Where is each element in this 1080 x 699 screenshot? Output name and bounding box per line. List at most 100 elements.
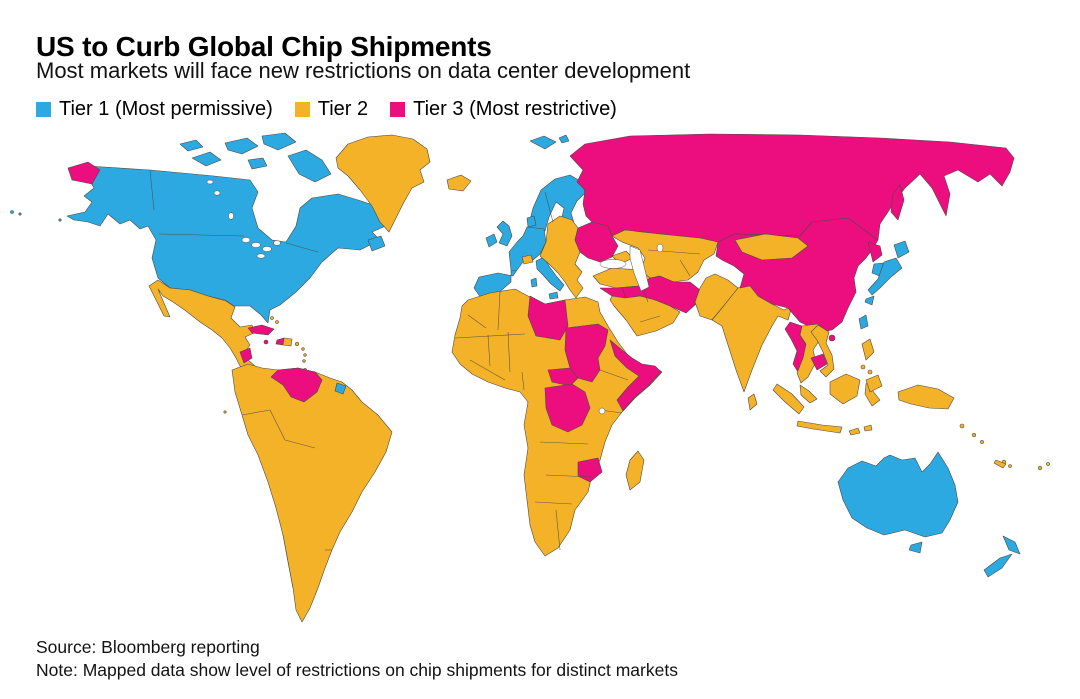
- region-timor: [863, 424, 873, 432]
- great-slave-lake: [213, 190, 221, 196]
- region-sakhalin: [890, 184, 905, 221]
- region-new-zealand: [983, 553, 1013, 578]
- region-zimbabwe: [577, 457, 603, 483]
- region-uk: [496, 220, 513, 247]
- tier1-swatch: [36, 102, 51, 117]
- region-denmark: [526, 215, 537, 228]
- region-canadian-arctic: [261, 132, 297, 151]
- region-corsica-sardinia: [530, 277, 538, 288]
- region-dr-congo: [544, 383, 591, 433]
- region-lesser-antilles: [301, 347, 305, 351]
- region-libya: [527, 295, 569, 341]
- world-map: [0, 130, 1080, 630]
- region-timor: [848, 427, 861, 436]
- region-aleutians: [18, 212, 22, 216]
- region-pacific-islands: [1037, 465, 1043, 471]
- region-pacific-islands: [980, 440, 984, 444]
- region-jamaica: [263, 339, 269, 345]
- legend-label-tier2: Tier 2: [317, 98, 369, 120]
- region-canadian-arctic: [247, 157, 268, 170]
- source-line: Source: Bloomberg reporting: [36, 637, 260, 657]
- aral-sea: [656, 243, 664, 253]
- lake-victoria: [598, 407, 606, 415]
- great-lakes: [251, 242, 261, 248]
- region-pacific-islands: [971, 432, 977, 438]
- region-malaysia: [799, 384, 818, 404]
- great-lakes: [241, 237, 251, 243]
- region-galapagos: [223, 410, 227, 414]
- region-lesser-antilles: [302, 359, 306, 363]
- region-dominican-republic: [282, 337, 293, 347]
- legend: Tier 1 (Most permissive) Tier 2 Tier 3 (…: [36, 98, 639, 121]
- region-hainan: [828, 334, 836, 342]
- region-philippines: [867, 369, 873, 375]
- water-bodies: [206, 179, 664, 415]
- region-borneo: [829, 373, 861, 405]
- region-sri-lanka: [747, 393, 758, 411]
- legend-label-tier1: Tier 1 (Most permissive): [59, 98, 273, 120]
- region-horn-of-africa: [609, 339, 662, 412]
- region-puerto-rico: [294, 341, 300, 347]
- region-mongolia: [734, 233, 809, 261]
- region-svalbard: [529, 135, 557, 150]
- region-eastern-europe: [539, 215, 584, 299]
- region-pacific-islands: [993, 459, 1007, 469]
- great-lakes: [262, 246, 272, 252]
- region-bahamas: [270, 316, 274, 320]
- region-north-korea: [867, 241, 883, 263]
- region-cambodia: [810, 353, 828, 371]
- legend-label-tier3: Tier 3 (Most restrictive): [413, 98, 617, 120]
- region-pacific-islands: [1008, 464, 1012, 468]
- region-philippines: [860, 364, 866, 370]
- region-greenland: [335, 134, 431, 233]
- region-newfoundland: [367, 235, 386, 252]
- legend-item-tier2: Tier 2: [294, 98, 369, 121]
- region-central-asia: [611, 229, 719, 283]
- region-sumatra: [772, 383, 805, 415]
- great-lakes: [273, 240, 281, 246]
- legend-item-tier3: Tier 3 (Most restrictive): [390, 98, 617, 121]
- tier3-swatch: [390, 102, 406, 117]
- region-vietnam: [810, 324, 835, 378]
- region-switzerland: [521, 254, 534, 265]
- world-map-svg: [10, 132, 1050, 623]
- region-aleutians: [10, 210, 14, 214]
- region-philippines: [865, 374, 883, 393]
- tier2-swatch: [294, 102, 310, 117]
- region-canadian-arctic: [179, 139, 204, 152]
- region-iceland: [446, 174, 472, 192]
- page-subtitle: Most markets will face new restrictions …: [36, 58, 691, 83]
- region-chukotka: [67, 161, 101, 185]
- footer: Source: Bloomberg reporting Note: Mapped…: [36, 636, 678, 682]
- region-japan: [864, 295, 875, 306]
- region-venezuela: [270, 367, 323, 403]
- region-australia: [837, 451, 959, 538]
- region-madagascar: [625, 450, 645, 491]
- caspian-sea: [629, 245, 650, 292]
- region-canadian-arctic: [191, 151, 222, 167]
- note-line: Note: Mapped data show level of restrict…: [36, 660, 678, 680]
- legend-item-tier1: Tier 1 (Most permissive): [36, 98, 273, 121]
- great-lakes: [256, 253, 266, 259]
- region-bahamas: [275, 320, 279, 324]
- region-java: [796, 420, 843, 434]
- region-philippines: [861, 338, 875, 361]
- region-pacific-islands: [959, 423, 965, 429]
- region-russia: [569, 133, 1015, 243]
- region-japan: [893, 240, 910, 259]
- region-canadian-arctic: [287, 149, 332, 183]
- region-svalbard: [558, 134, 570, 144]
- region-cuba: [247, 324, 275, 336]
- region-new-zealand: [1002, 535, 1021, 555]
- region-italy: [548, 291, 559, 300]
- page-title: US to Curb Global Chip Shipments: [36, 30, 492, 62]
- region-south-america: [231, 363, 393, 623]
- region-aleutians: [58, 218, 62, 222]
- black-sea: [599, 259, 627, 269]
- great-bear-lake: [206, 179, 214, 185]
- region-taiwan: [858, 314, 869, 330]
- lake-winnipeg: [228, 212, 234, 220]
- region-nicaragua: [239, 347, 253, 364]
- region-french-guiana: [334, 382, 347, 395]
